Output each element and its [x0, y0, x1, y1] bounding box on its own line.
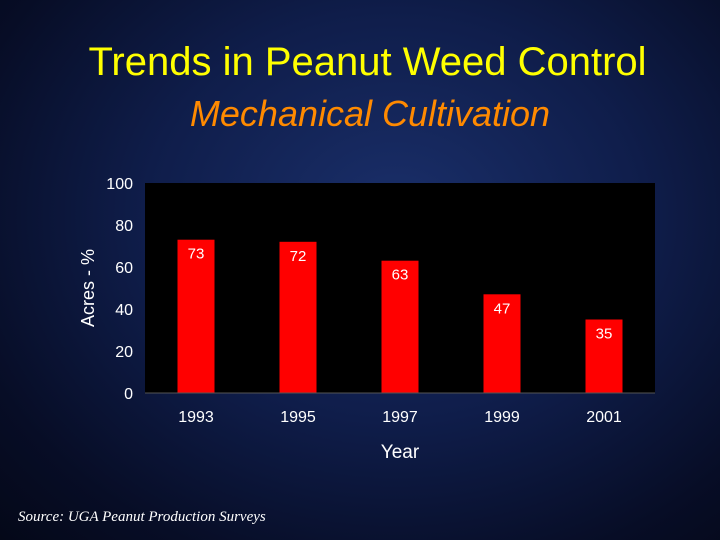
x-tick-label: 1995 [280, 409, 316, 426]
slide-title: Trends in Peanut Weed Control [88, 40, 647, 84]
bar-2001 [585, 319, 623, 393]
bar-1995 [279, 241, 317, 393]
y-tick-label: 0 [124, 386, 133, 403]
bar-1999 [483, 294, 521, 393]
y-tick-label: 80 [115, 218, 133, 235]
bar-1997 [381, 260, 419, 393]
source-note: Source: UGA Peanut Production Surveys [18, 509, 266, 525]
x-tick-label: 1997 [382, 409, 418, 426]
bar-1993 [177, 239, 215, 393]
x-tick-label: 2001 [586, 409, 622, 426]
x-axis-label: Year [381, 442, 420, 463]
y-tick-label: 60 [115, 260, 133, 277]
data-label-1999: 47 [494, 300, 511, 317]
y-axis-label: Acres - % [78, 249, 98, 327]
y-tick-label: 100 [106, 176, 133, 193]
data-label-2001: 35 [596, 326, 613, 343]
y-tick-label: 40 [115, 302, 133, 319]
data-label-1995: 72 [290, 248, 307, 265]
data-label-1997: 63 [392, 267, 409, 284]
x-tick-label: 1999 [484, 409, 520, 426]
y-tick-label: 20 [115, 344, 133, 361]
slide-subtitle: Mechanical Cultivation [189, 93, 551, 134]
data-label-1993: 73 [188, 246, 205, 263]
x-tick-label: 1993 [178, 409, 214, 426]
